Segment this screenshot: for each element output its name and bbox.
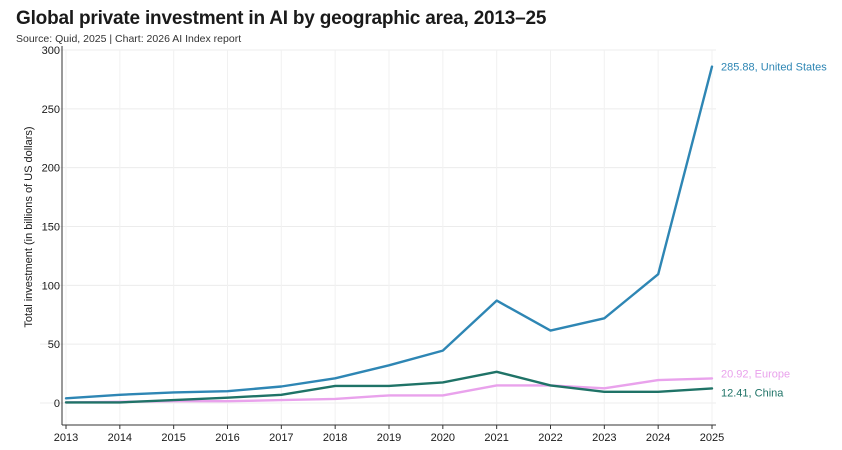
y-tick-label: 200 [42,163,60,175]
x-tick-label: 2022 [538,432,562,444]
chart-subtitle: Source: Quid, 2025 | Chart: 2026 AI Inde… [16,33,242,45]
x-tick-label: 2014 [108,432,132,444]
y-tick-label: 300 [42,45,60,57]
series-line-china [64,370,714,404]
series-lines [64,65,714,404]
y-tick-label: 100 [42,280,60,292]
y-tick-label: 150 [42,222,60,234]
y-tick-labels: 0 50 100 150 200 250 300 [42,45,60,410]
y-axis-title: Total investment (in billions of US doll… [23,126,35,327]
end-label-united-states: 285.88, United States [721,62,827,74]
chart-title: Global private investment in AI by geogr… [16,8,547,29]
x-tick-labels: 2013 2014 2015 2016 2017 2018 2019 2020 2021 2022… [54,432,724,444]
x-tick-label: 2024 [646,432,670,444]
x-tick-label: 2013 [54,432,78,444]
x-tick-label: 2018 [323,432,347,444]
x-tick-label: 2021 [484,432,508,444]
end-label-china: 12.41, China [721,387,784,399]
end-label-europe: 20.92, Europe [721,368,790,380]
x-tick-label: 2023 [592,432,616,444]
x-tick-label: 2016 [215,432,239,444]
axes [61,46,716,429]
grid-lines [40,49,716,425]
y-tick-label: 0 [54,398,60,410]
series-line-united-states [64,65,714,400]
x-tick-label: 2015 [161,432,185,444]
end-labels: 285.88, United States 20.92, Europe 12.41,… [721,62,827,400]
x-tick-label: 2019 [377,432,401,444]
x-tick-label: 2020 [431,432,455,444]
x-tick-label: 2025 [700,432,724,444]
y-tick-label: 50 [48,339,60,351]
x-tick-label: 2017 [269,432,293,444]
y-tick-label: 250 [42,104,60,116]
